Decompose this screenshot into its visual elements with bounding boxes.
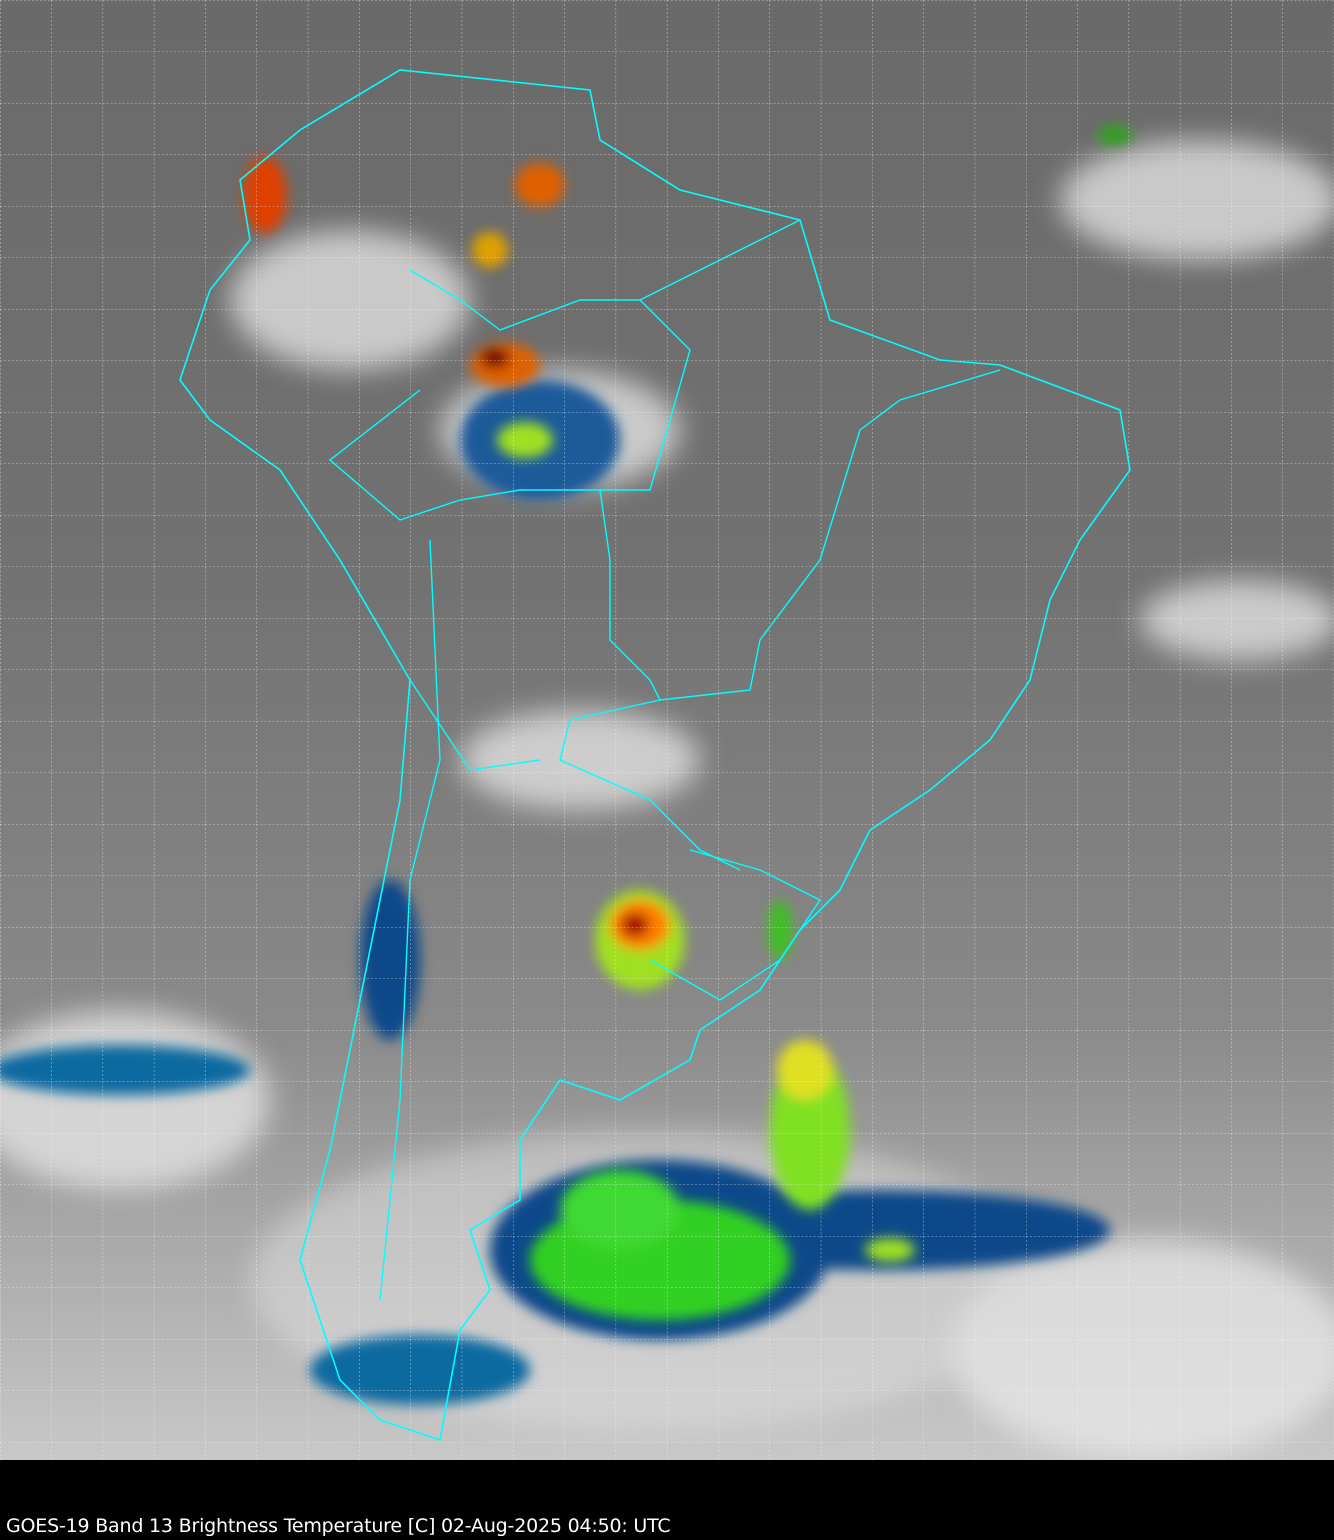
image-caption: GOES-19 Band 13 Brightness Temperature […	[6, 1515, 671, 1537]
satellite-image	[0, 0, 1334, 1460]
country-borders	[328, 219, 1001, 1301]
lat-lon-grid	[0, 0, 1334, 1460]
continent-border	[179, 69, 1131, 1442]
